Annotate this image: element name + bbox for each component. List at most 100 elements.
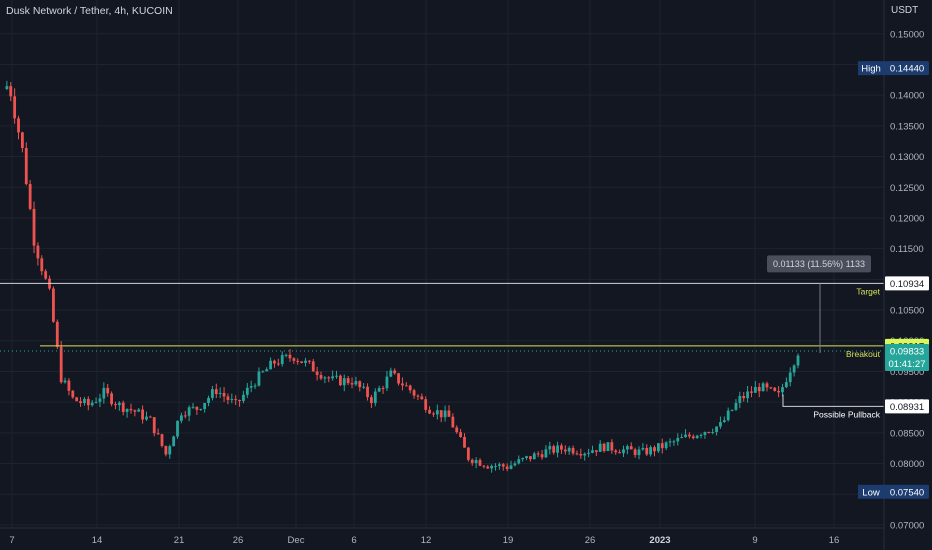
pullback-value: 0.08931 <box>890 402 924 413</box>
x-tick-label: 2023 <box>649 535 670 546</box>
candle-body <box>548 446 552 450</box>
candle-body <box>125 408 129 412</box>
measure-badge <box>767 255 871 273</box>
candle-body <box>362 386 366 388</box>
candle-body <box>571 447 575 454</box>
y-tick-label: 0.14000 <box>890 91 924 102</box>
candle-body <box>9 86 13 97</box>
candle-body <box>311 361 315 372</box>
candle-body <box>769 387 773 389</box>
candle-body <box>191 406 195 408</box>
candle-body <box>579 453 583 456</box>
x-tick-label: 12 <box>421 535 432 546</box>
low-badge <box>885 484 929 499</box>
candle-body <box>637 449 641 456</box>
candle-body <box>83 398 86 404</box>
candle-body <box>152 417 156 434</box>
candle-body <box>773 387 777 391</box>
candle-body <box>176 420 179 437</box>
candle-body <box>722 420 726 423</box>
candle-body <box>257 371 261 386</box>
candle-body <box>466 447 470 460</box>
candle-body <box>214 389 218 394</box>
candle-body <box>59 346 63 383</box>
candle-body <box>168 446 172 455</box>
currency-label: USDT <box>891 5 919 16</box>
candle-body <box>738 395 742 403</box>
candle-body <box>478 460 482 466</box>
target-label: Target <box>856 286 880 296</box>
candle-body <box>90 402 94 406</box>
symbol-title[interactable]: Dusk Network / Tether, 4h, KUCOIN <box>6 5 173 17</box>
candle-body <box>509 465 513 469</box>
bar-countdown: 01:41:27 <box>889 359 926 370</box>
current-price-badge <box>885 343 929 371</box>
candle-body <box>711 432 715 434</box>
candle-body <box>172 436 176 447</box>
candle-body <box>587 452 590 454</box>
candle-body <box>389 370 393 377</box>
candle-body <box>784 382 788 388</box>
candle-body <box>276 363 280 365</box>
candle-body <box>381 388 385 390</box>
candle-body <box>358 381 362 388</box>
candle-body <box>470 459 474 464</box>
candle-body <box>777 390 781 393</box>
candle-body <box>416 395 420 397</box>
candle-body <box>757 387 761 392</box>
candle-body <box>529 456 532 460</box>
candle-body <box>420 396 424 400</box>
candle-body <box>408 385 412 391</box>
candle-body <box>432 413 435 415</box>
candle-body <box>393 370 397 374</box>
candle-body <box>463 437 466 448</box>
candle-body <box>517 459 521 464</box>
candle-body <box>668 441 672 443</box>
x-tick-label: 7 <box>9 535 14 546</box>
candle-body <box>117 402 121 406</box>
candle-body <box>366 386 369 398</box>
candle-body <box>234 399 238 401</box>
candle-body <box>501 464 505 467</box>
candle-body <box>44 271 48 279</box>
candle-body <box>199 409 203 411</box>
candle-body <box>660 443 664 449</box>
candle-body <box>397 373 400 384</box>
x-tick-label: 6 <box>351 535 356 546</box>
candle-body <box>536 453 540 455</box>
x-tick-label: 26 <box>233 535 244 546</box>
candle-body <box>497 464 501 466</box>
candle-body <box>242 394 245 401</box>
y-tick-label: 0.13000 <box>890 152 924 163</box>
high-label: High <box>861 64 881 75</box>
candle-body <box>187 407 191 416</box>
candle-body <box>424 399 428 410</box>
price-badges: 0.109340.099170.089310.0983301:41:27High… <box>858 61 929 499</box>
price-axis[interactable]: 0.070000.075000.080000.085000.090000.095… <box>883 0 924 550</box>
candle-body <box>55 321 59 347</box>
x-tick-label: 9 <box>752 535 757 546</box>
candle-body <box>280 355 284 365</box>
candle-body <box>505 466 509 469</box>
candle-body <box>680 437 684 439</box>
candlestick-series <box>5 80 800 473</box>
grid-lines <box>0 0 884 528</box>
time-axis[interactable]: 7 14 21 26 Dec 6 12 19 26 2023 9 16 <box>0 527 884 546</box>
candle-body <box>594 450 598 452</box>
candle-body <box>5 86 9 90</box>
candle-body <box>226 396 230 400</box>
candle-body <box>753 387 757 393</box>
candle-body <box>377 388 381 392</box>
candle-body <box>618 452 622 454</box>
candle-body <box>761 383 765 392</box>
candle-body <box>610 442 614 451</box>
candle-body <box>726 410 730 421</box>
candle-body <box>625 446 629 450</box>
y-tick-label: 0.11500 <box>890 244 924 255</box>
candle-body <box>684 434 687 438</box>
x-tick-label: 16 <box>829 535 840 546</box>
candle-body <box>494 465 497 467</box>
candle-body <box>459 432 463 438</box>
candle-body <box>238 400 241 402</box>
